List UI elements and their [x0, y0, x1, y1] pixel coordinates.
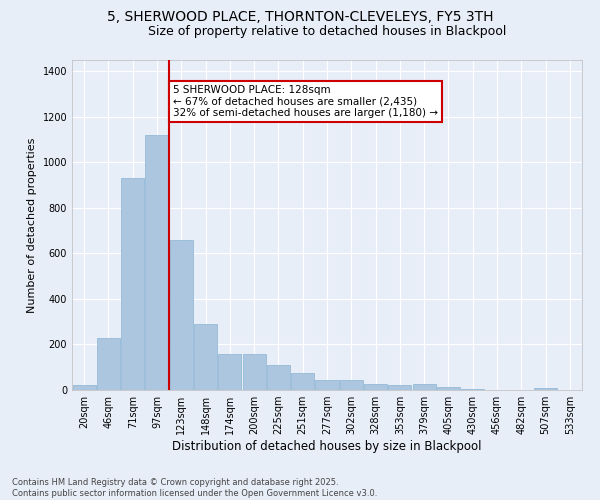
Bar — [97, 338, 120, 390]
Bar — [291, 373, 314, 390]
Bar — [461, 389, 484, 390]
Text: 5, SHERWOOD PLACE, THORNTON-CLEVELEYS, FY5 3TH: 5, SHERWOOD PLACE, THORNTON-CLEVELEYS, F… — [107, 10, 493, 24]
Bar — [170, 240, 193, 390]
Bar — [388, 386, 412, 390]
Text: 5 SHERWOOD PLACE: 128sqm
← 67% of detached houses are smaller (2,435)
32% of sem: 5 SHERWOOD PLACE: 128sqm ← 67% of detach… — [173, 84, 438, 118]
Bar — [242, 354, 266, 390]
Text: Contains HM Land Registry data © Crown copyright and database right 2025.
Contai: Contains HM Land Registry data © Crown c… — [12, 478, 377, 498]
Bar — [218, 354, 241, 390]
Bar — [437, 386, 460, 390]
Bar — [145, 135, 169, 390]
Bar — [121, 178, 144, 390]
Bar — [413, 384, 436, 390]
X-axis label: Distribution of detached houses by size in Blackpool: Distribution of detached houses by size … — [172, 440, 482, 453]
Bar — [267, 365, 290, 390]
Bar — [340, 380, 363, 390]
Bar — [194, 324, 217, 390]
Bar — [534, 388, 557, 390]
Bar — [316, 380, 338, 390]
Bar — [364, 384, 387, 390]
Bar — [73, 386, 95, 390]
Y-axis label: Number of detached properties: Number of detached properties — [27, 138, 37, 312]
Title: Size of property relative to detached houses in Blackpool: Size of property relative to detached ho… — [148, 25, 506, 38]
